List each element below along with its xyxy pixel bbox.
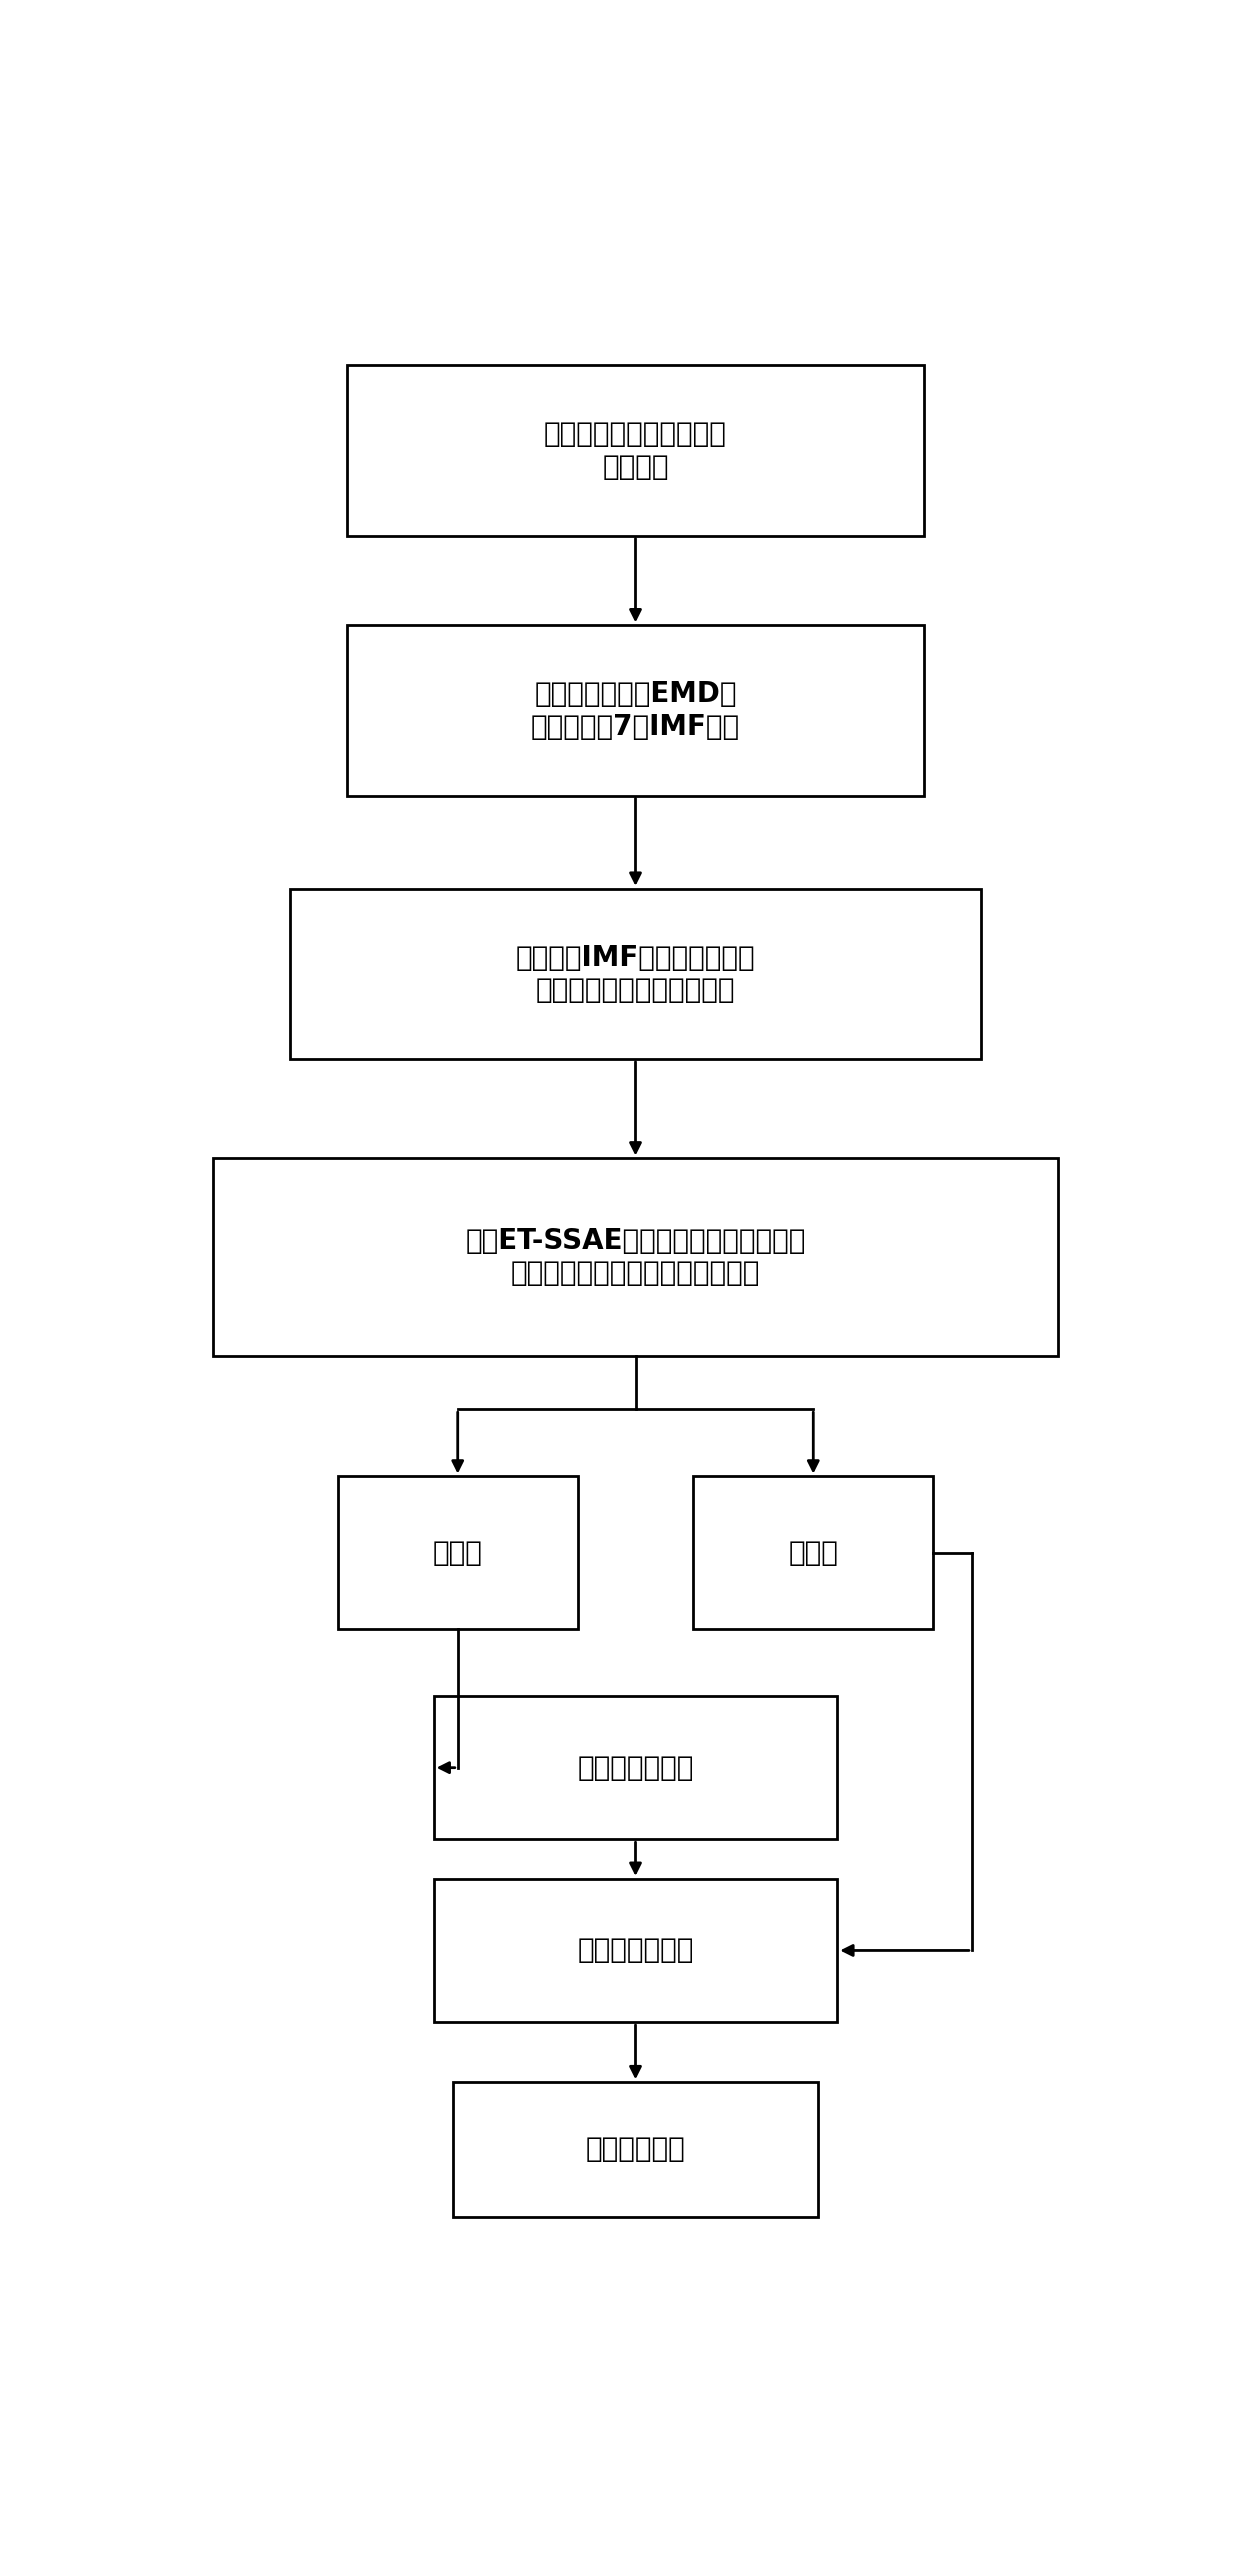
Bar [434, 1879, 837, 2022]
Bar [337, 1477, 578, 1628]
Text: 利用ET-SSAE算法对原始特征集进行降
维处理获得最终的样本数据特征集: 利用ET-SSAE算法对原始特征集进行降 维处理获得最终的样本数据特征集 [465, 1226, 806, 1288]
Bar [213, 1157, 1058, 1357]
Bar [347, 366, 924, 535]
Text: 训练故障分类器: 训练故障分类器 [578, 1754, 693, 1782]
Text: 提取直流侧电流输出信号
样本数据: 提取直流侧电流输出信号 样本数据 [544, 420, 727, 481]
Bar [290, 888, 982, 1060]
Text: 测试集: 测试集 [789, 1539, 838, 1567]
Bar [453, 2081, 818, 2217]
Bar [434, 1695, 837, 1838]
Text: 训练集: 训练集 [433, 1539, 482, 1567]
Text: 故障诊断结果: 故障诊断结果 [585, 2135, 686, 2163]
Bar [347, 625, 924, 796]
Bar [693, 1477, 934, 1628]
Text: 计算每阶IMF分量的时域、频
域等特征，生成原始特征集: 计算每阶IMF分量的时域、频 域等特征，生成原始特征集 [516, 945, 755, 1004]
Text: 测试故障分类器: 测试故障分类器 [578, 1935, 693, 1964]
Text: 对样本数据进行EMD分
解，获取前7阶IMF分量: 对样本数据进行EMD分 解，获取前7阶IMF分量 [531, 681, 740, 740]
